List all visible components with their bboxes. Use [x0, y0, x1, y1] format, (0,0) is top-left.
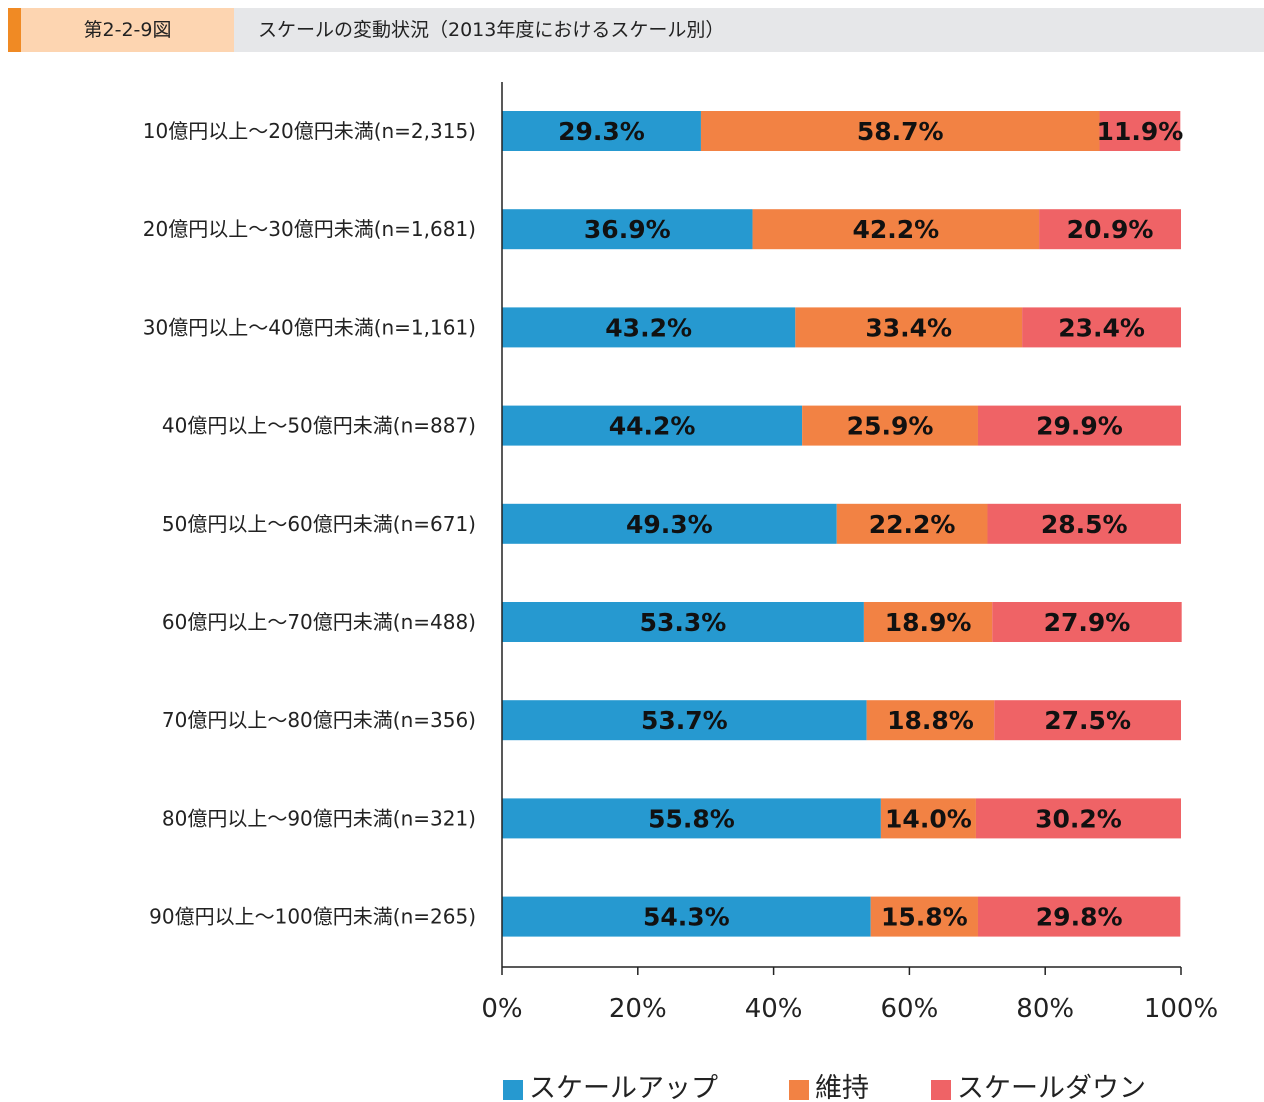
x-tick-label: 20% — [609, 994, 667, 1024]
data-label: 27.9% — [1044, 608, 1131, 637]
bar-segment — [502, 503, 837, 544]
bar-segment — [802, 405, 978, 446]
data-label: 54.3% — [643, 903, 730, 932]
data-label: 18.9% — [885, 608, 972, 637]
bar-segment — [836, 503, 988, 544]
data-label: 44.2% — [609, 412, 696, 441]
bar-segment — [502, 405, 803, 446]
bar-segment — [752, 209, 1040, 250]
bar-segment — [795, 307, 1023, 348]
category-label: 30億円以上～40億円未満(n=1,161) — [143, 315, 476, 339]
bar-segment — [870, 896, 978, 937]
category-label: 70億円以上～80億円未満(n=356) — [162, 708, 476, 732]
data-label: 15.8% — [881, 903, 968, 932]
category-label: 50億円以上～60億円未満(n=671) — [162, 512, 476, 536]
category-label: 40億円以上～50億円未満(n=887) — [162, 414, 476, 438]
figure-number: 第2-2-9図 — [21, 8, 234, 52]
bar-segment — [977, 405, 1181, 446]
data-label: 11.9% — [1097, 117, 1184, 146]
data-label: 28.5% — [1041, 510, 1128, 539]
data-label: 23.4% — [1058, 313, 1145, 342]
legend-label: スケールアップ — [529, 1073, 718, 1102]
data-label: 20.9% — [1067, 215, 1154, 244]
legend-label: スケールダウン — [957, 1073, 1146, 1102]
legend-swatch — [789, 1080, 809, 1100]
category-label: 80億円以上～90億円未満(n=321) — [162, 806, 476, 830]
bar-segment — [502, 307, 796, 348]
bar-segment — [700, 111, 1100, 151]
bar-segment — [1022, 307, 1181, 348]
bar-segment — [502, 209, 753, 250]
data-label: 29.8% — [1036, 903, 1123, 932]
bar-segment — [987, 503, 1181, 544]
bar-segment — [502, 896, 871, 937]
x-tick-label: 0% — [481, 994, 522, 1024]
data-label: 55.8% — [648, 804, 735, 833]
bar-segment — [502, 602, 864, 642]
bar-segment — [502, 798, 881, 839]
data-label: 14.0% — [885, 804, 972, 833]
data-label: 33.4% — [865, 313, 952, 342]
data-label: 58.7% — [857, 117, 944, 146]
bar-segment — [502, 111, 701, 151]
legend-swatch — [931, 1080, 951, 1100]
header-accent-strip — [8, 8, 21, 52]
bar-segment — [863, 602, 993, 642]
data-label: 43.2% — [605, 313, 692, 342]
data-label: 36.9% — [584, 215, 671, 244]
data-label: 53.3% — [640, 608, 727, 637]
figure-header: 第2-2-9図 スケールの変動状況（2013年度におけるスケール別） — [8, 8, 1264, 52]
category-label: 60億円以上～70億円未満(n=488) — [162, 610, 476, 634]
category-label: 90億円以上～100億円未満(n=265) — [149, 905, 476, 929]
data-label: 49.3% — [626, 510, 713, 539]
data-label: 25.9% — [847, 412, 934, 441]
legend-swatch — [503, 1080, 523, 1100]
data-label: 29.3% — [558, 117, 645, 146]
data-label: 27.5% — [1044, 706, 1131, 735]
bar-segment — [1099, 111, 1181, 151]
data-label: 30.2% — [1035, 804, 1122, 833]
data-label: 22.2% — [869, 510, 956, 539]
data-label: 18.8% — [887, 706, 974, 735]
bar-segment — [1039, 209, 1181, 250]
chart-title: スケールの変動状況（2013年度におけるスケール別） — [258, 19, 725, 41]
bar-segment — [975, 798, 1181, 839]
category-label: 10億円以上～20億円未満(n=2,315) — [143, 119, 476, 143]
bar-segment — [977, 896, 1181, 937]
legend-label: 維持 — [815, 1073, 869, 1102]
x-tick-label: 100% — [1144, 994, 1218, 1024]
bar-segment — [992, 602, 1182, 642]
x-tick-label: 80% — [1016, 994, 1074, 1024]
x-tick-label: 60% — [881, 994, 939, 1024]
bar-segment — [866, 700, 995, 741]
category-label: 20億円以上～30億円未満(n=1,681) — [143, 217, 476, 241]
bar-segment — [880, 798, 976, 839]
bar-segment — [994, 700, 1181, 741]
data-label: 42.2% — [852, 215, 939, 244]
x-tick-label: 40% — [745, 994, 803, 1024]
bar-segment — [502, 700, 867, 741]
data-label: 53.7% — [641, 706, 728, 735]
data-label: 29.9% — [1036, 412, 1123, 441]
